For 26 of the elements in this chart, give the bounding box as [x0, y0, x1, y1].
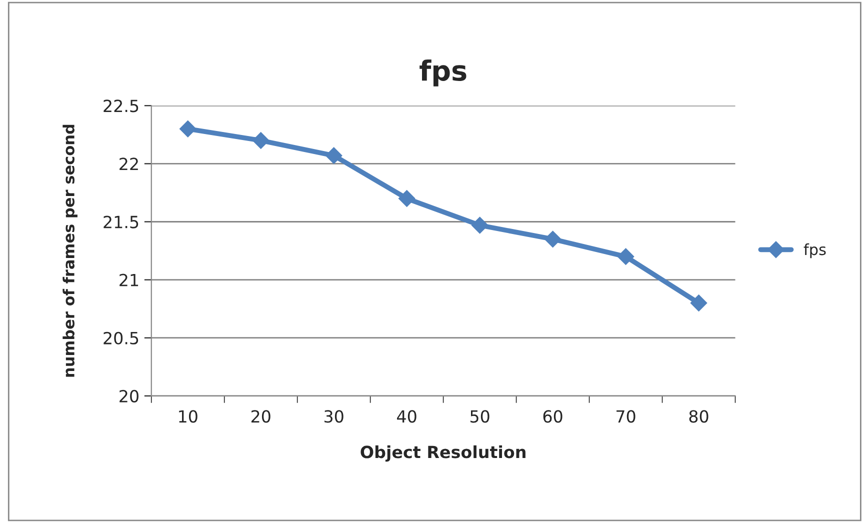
y-axis-title: number of frames per second — [62, 124, 78, 377]
legend-label: fps — [804, 243, 826, 258]
x-tick-label: 70 — [616, 410, 636, 423]
y-tick-label: 20 — [120, 390, 138, 402]
point — [252, 132, 270, 149]
y-tick-label: 22 — [120, 158, 138, 170]
point — [471, 216, 488, 234]
y-tick-label: 21 — [120, 274, 138, 286]
x-tick-label: 30 — [324, 410, 344, 423]
x-tick-label: 40 — [397, 410, 416, 423]
point — [690, 294, 708, 312]
point — [179, 120, 196, 138]
point — [398, 190, 416, 207]
x-tick-label: 60 — [543, 410, 562, 423]
x-tick-label: 80 — [689, 410, 708, 423]
y-tick-label: 22.5 — [104, 100, 138, 112]
x-axis-title: Object Resolution — [360, 445, 526, 462]
y-tick-label: 21.5 — [104, 216, 138, 228]
y-tick-label: 20.5 — [104, 332, 138, 344]
point — [617, 248, 634, 265]
point — [544, 230, 562, 248]
x-tick-label: 10 — [179, 410, 198, 423]
x-tick-label: 50 — [470, 410, 490, 423]
point — [325, 147, 342, 164]
x-tick-label: 20 — [251, 410, 270, 423]
chart-title: fps — [420, 60, 466, 86]
